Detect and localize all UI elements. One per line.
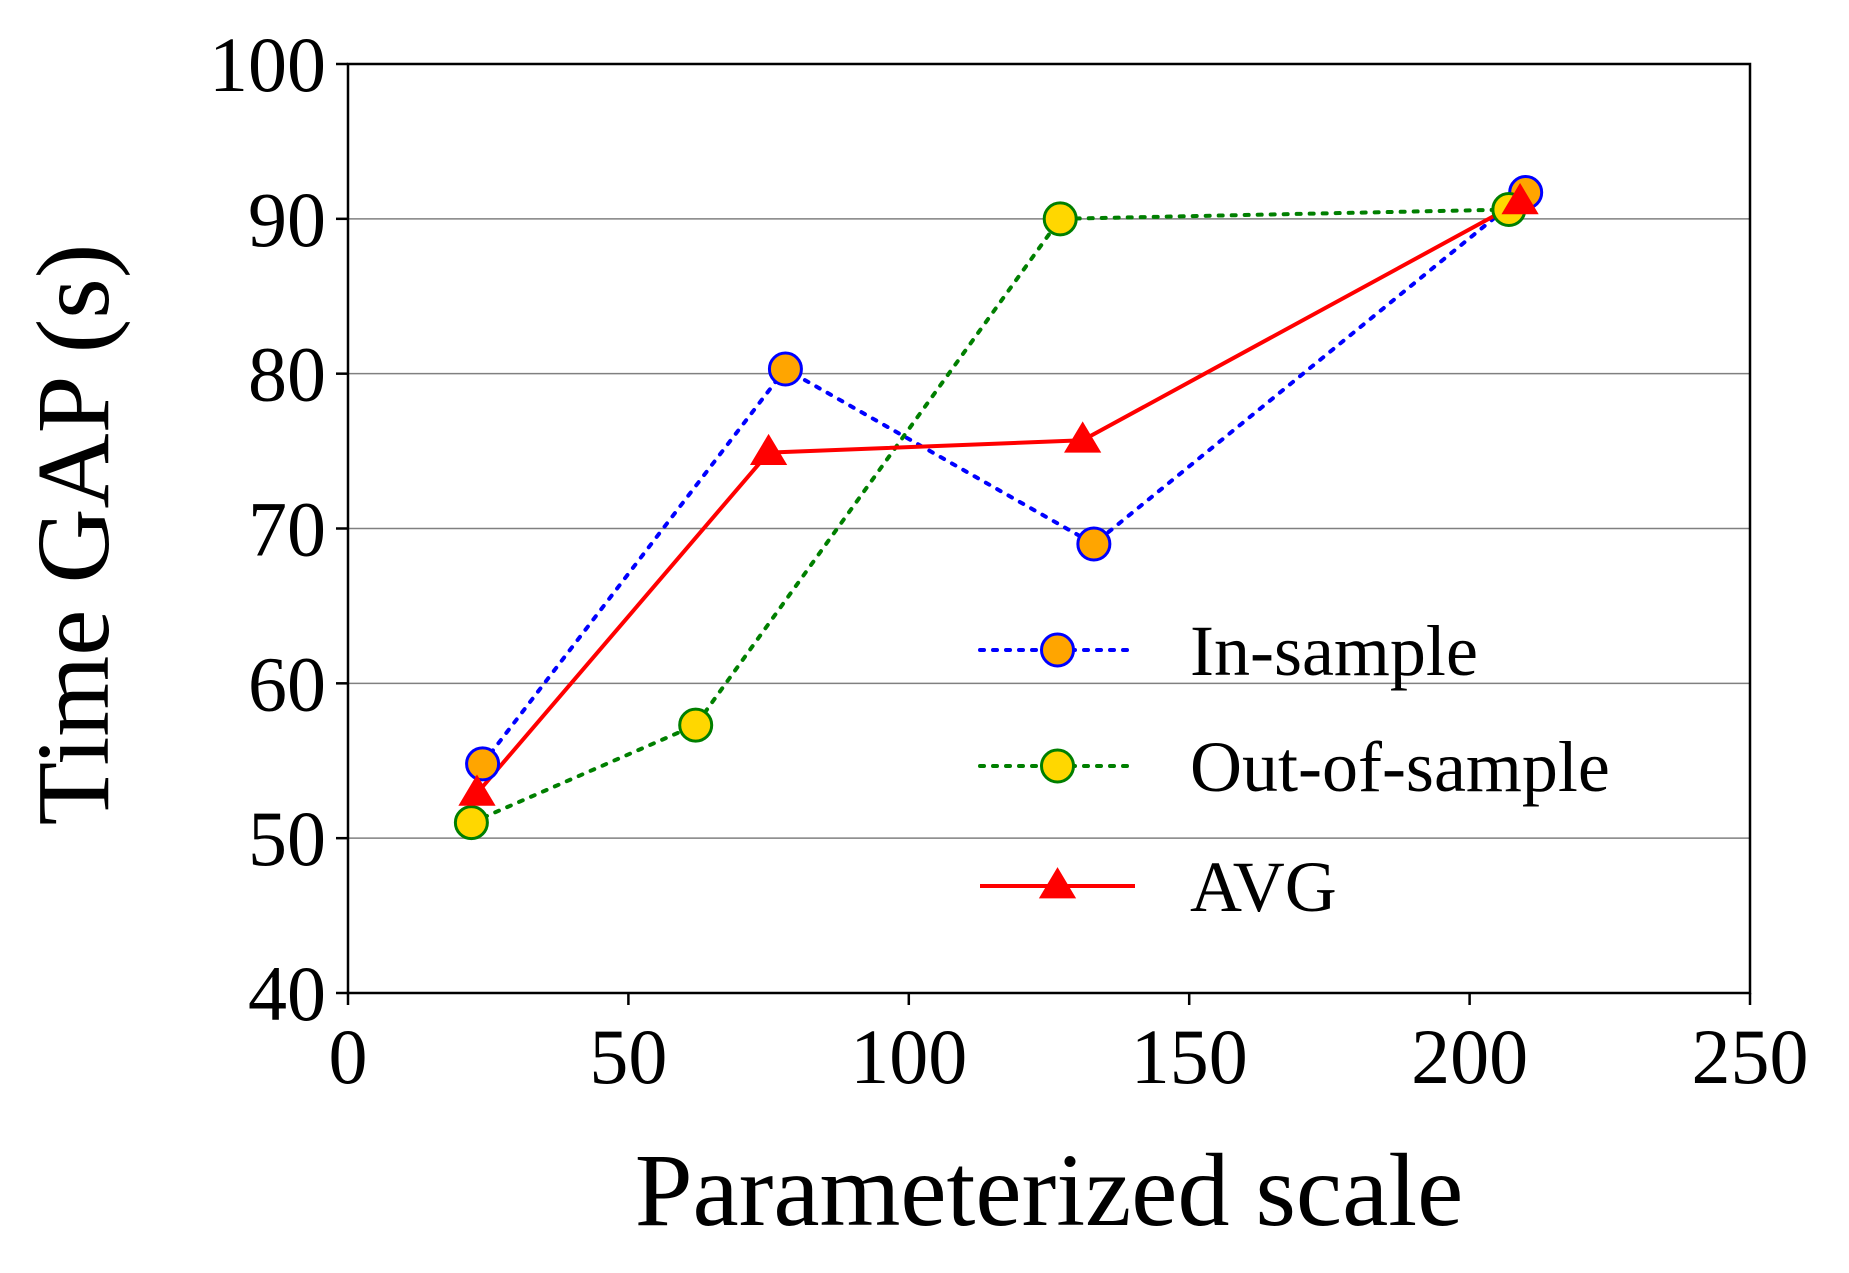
data-point-in-sample [767,351,803,387]
legend-marker-in-sample [1040,632,1075,668]
y-tick-label: 100 [209,21,326,108]
data-point-avg [749,433,788,466]
x-axis-title: Parameterized scale [635,1133,1464,1248]
series-line-avg [475,200,1522,795]
x-tick-label: 0 [329,1013,368,1100]
y-tick-label: 50 [248,795,326,882]
legend: In-sample Out-of-sample AVG [978,611,1610,927]
x-tick-label: 50 [589,1013,667,1100]
data-point-avg [1064,421,1102,453]
data-point-avg [1501,182,1539,215]
legend-marker-avg [1038,867,1077,899]
legend-marker-out-of-sample [1040,748,1075,784]
legend-label-out-of-sample: Out-of-sample [1190,727,1610,807]
series-markers [453,175,1544,841]
y-tick-label: 70 [248,486,326,573]
x-tick-label: 200 [1411,1013,1528,1100]
x-tick-label: 150 [1131,1013,1248,1100]
y-axis: 40 50 60 70 80 90 100 [209,21,348,1037]
x-tick-label: 250 [1692,1013,1809,1100]
data-point-avg [458,774,496,806]
data-point-out-of-sample [453,805,489,841]
legend-label-in-sample: In-sample [1190,611,1478,691]
data-point-in-sample [1076,526,1112,562]
series-lines [469,190,1528,825]
x-tick-label: 100 [850,1013,967,1100]
series-line-in-sample [480,190,1528,766]
y-tick-label: 60 [248,640,326,727]
data-point-in-sample [465,746,501,782]
data-point-out-of-sample [1042,201,1078,237]
y-tick-label: 80 [248,331,326,418]
data-point-out-of-sample [678,707,714,743]
y-tick-label: 90 [248,176,326,263]
x-axis: 0 50 100 150 200 250 [329,993,1809,1100]
y-tick-label: 40 [248,950,326,1037]
y-axis-title: Time GAP (s) [16,244,131,826]
legend-label-avg: AVG [1190,847,1337,927]
series-line-out-of-sample [469,207,1511,825]
